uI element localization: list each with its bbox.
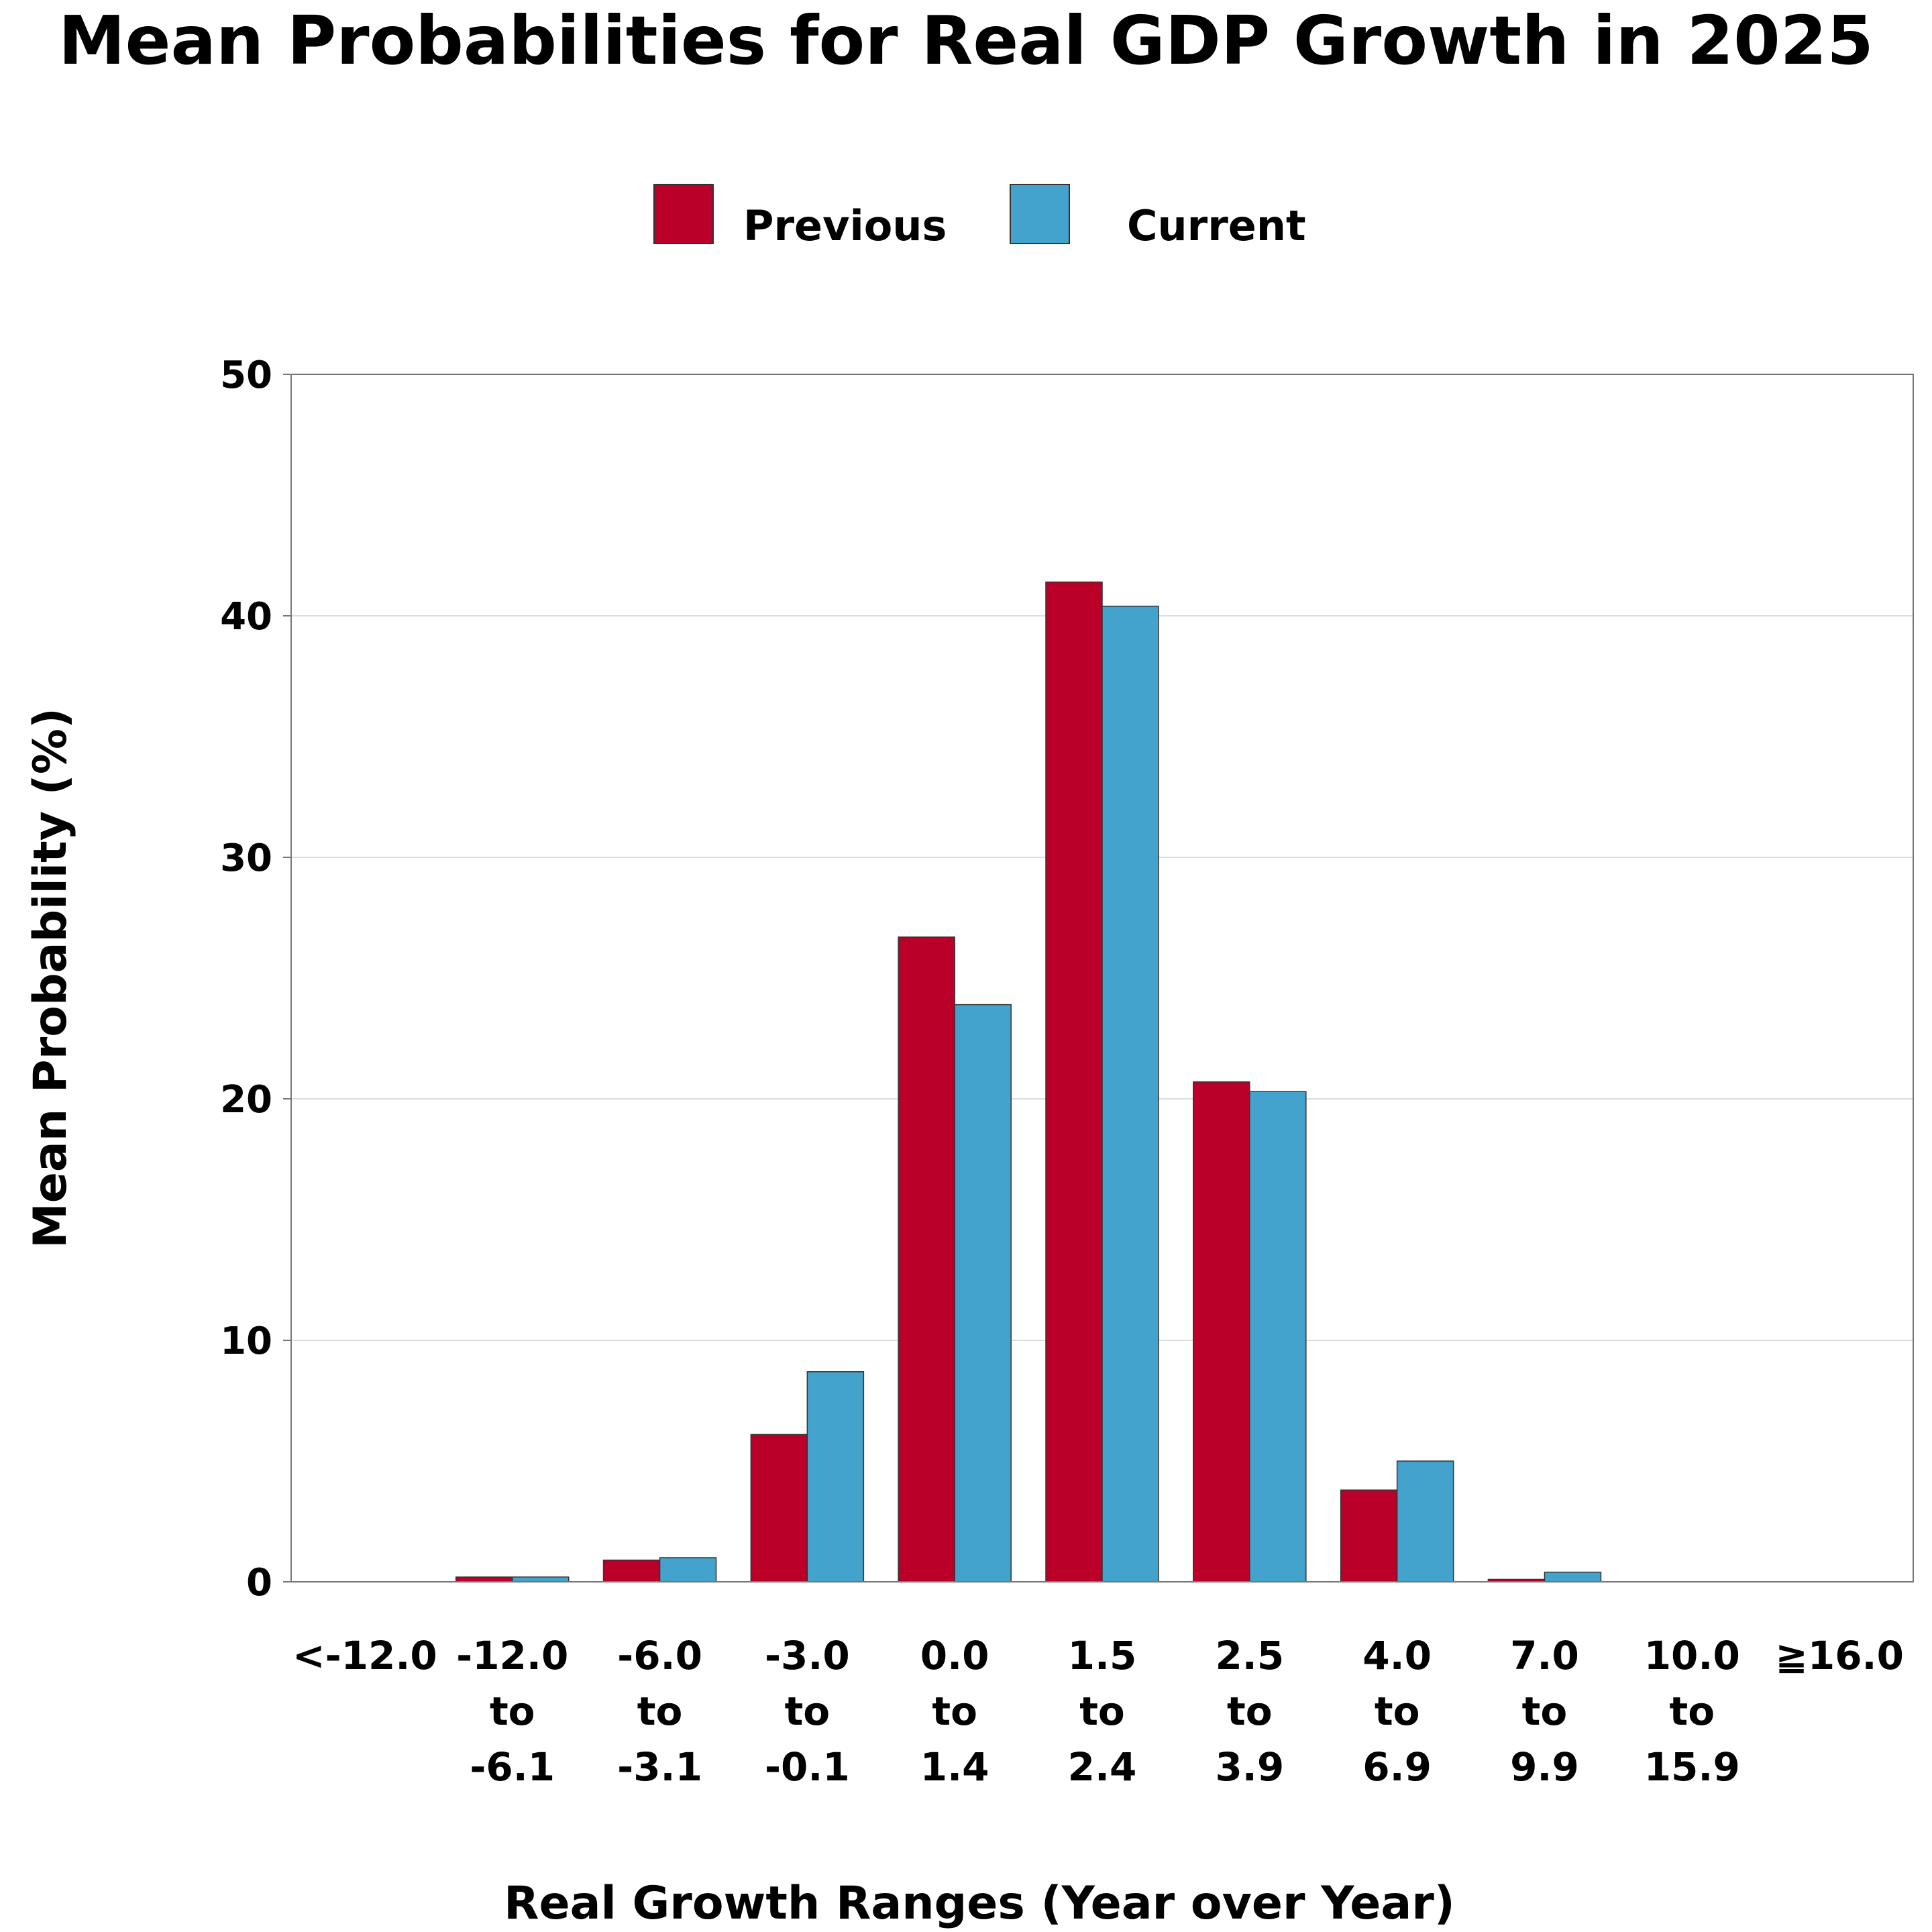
x-category-label-line: -3.0 [765,1633,850,1678]
x-category-label-line: to [1227,1688,1273,1734]
x-category-label-line: 0.0 [920,1633,989,1678]
x-category-label: -3.0 to -0.1 [765,1633,850,1790]
y-tick-label: 40 [220,595,272,639]
legend: Previous Current [653,184,1306,250]
x-category-label-line: -6.1 [470,1744,555,1790]
x-category-label-line: 6.9 [1362,1744,1432,1790]
x-category-label-line: 1.5 [1068,1633,1137,1678]
bar-previous-6 [1193,1081,1250,1582]
legend-label-previous: Previous [743,201,947,250]
chart-title: Mean Probabilities for Real GDP Growth i… [58,1,1874,80]
x-category-label-line: 10.0 [1644,1633,1740,1678]
x-category-label-line: 2.4 [1068,1744,1137,1790]
x-category-label: 10.0 to 15.9 [1644,1633,1740,1790]
y-tick-label: 0 [246,1561,272,1605]
legend-swatch-previous [653,184,714,244]
legend-label-current: Current [1127,201,1306,250]
bar-previous-2 [602,1559,661,1582]
x-axis-label: Real Growth Ranges (Year over Year) [504,1877,1455,1930]
bar-current-1 [511,1576,570,1582]
x-category-label-line: ≧16.0 [1775,1633,1904,1678]
x-category-label-line: to [637,1688,683,1734]
x-category-label-line: to [490,1688,535,1734]
bar-previous-1 [455,1576,513,1582]
y-tick-label: 10 [220,1320,272,1363]
x-category-label: <-12.0 [292,1633,437,1678]
x-category-label: -6.0 to -3.1 [617,1633,702,1790]
bar-current-2 [659,1557,717,1582]
x-category-label-line: <-12.0 [292,1633,437,1678]
bar-current-5 [1102,605,1159,1582]
x-category-label: 1.5 to 2.4 [1068,1633,1137,1790]
y-tick-label: 20 [220,1078,272,1122]
x-category-label-line: to [1079,1688,1125,1734]
x-axis-categories: <-12.0 -12.0 to -6.1 -6.0 to -3.1 -3.0 to -0.1 0.0… [292,1633,1904,1790]
x-category-label: 4.0 to 6.9 [1362,1633,1432,1790]
x-category-label: -12.0 to -6.1 [456,1633,568,1790]
bar-current-3 [806,1371,865,1582]
x-category-label-line: to [1375,1688,1420,1734]
y-axis-label: Mean Probability (%) [24,708,77,1248]
bar-previous-3 [750,1434,808,1582]
bar-current-8 [1544,1571,1602,1582]
x-category-label-line: 1.4 [920,1744,989,1790]
x-category-label-line: 2.5 [1215,1633,1284,1678]
x-category-label: 7.0 to 9.9 [1510,1633,1579,1790]
x-category-label-line: 3.9 [1215,1744,1284,1790]
y-tick-label: 50 [220,354,272,397]
bar-current-4 [954,1004,1012,1582]
x-category-label-line: 4.0 [1362,1633,1432,1678]
y-axis-ticks: 0 10 20 30 40 50 [220,354,291,1605]
x-category-label-line: -12.0 [456,1633,568,1678]
x-category-label-line: 9.9 [1510,1744,1579,1790]
x-category-label-line: to [785,1688,830,1734]
bar-current-7 [1396,1460,1454,1582]
x-category-label-line: -3.1 [617,1744,702,1790]
y-tick-label: 30 [220,837,272,880]
plot-frame [290,374,1914,1582]
x-category-label-line: 7.0 [1510,1633,1579,1678]
x-category-label-line: to [1669,1688,1715,1734]
bar-previous-4 [898,936,955,1582]
x-category-label: 0.0 to 1.4 [920,1633,989,1790]
x-category-label-line: -0.1 [765,1744,850,1790]
x-category-label: ≧16.0 [1775,1633,1904,1678]
x-category-label-line: to [1522,1688,1568,1734]
x-category-label-line: -6.0 [617,1633,702,1678]
bar-current-6 [1249,1091,1307,1582]
bar-previous-7 [1340,1489,1398,1582]
x-category-label-line: 15.9 [1644,1744,1740,1790]
bars [455,581,1602,1582]
x-category-label: 2.5 to 3.9 [1215,1633,1284,1790]
x-category-label-line: to [932,1688,977,1734]
legend-swatch-current [1010,184,1070,244]
bar-previous-5 [1045,581,1103,1582]
